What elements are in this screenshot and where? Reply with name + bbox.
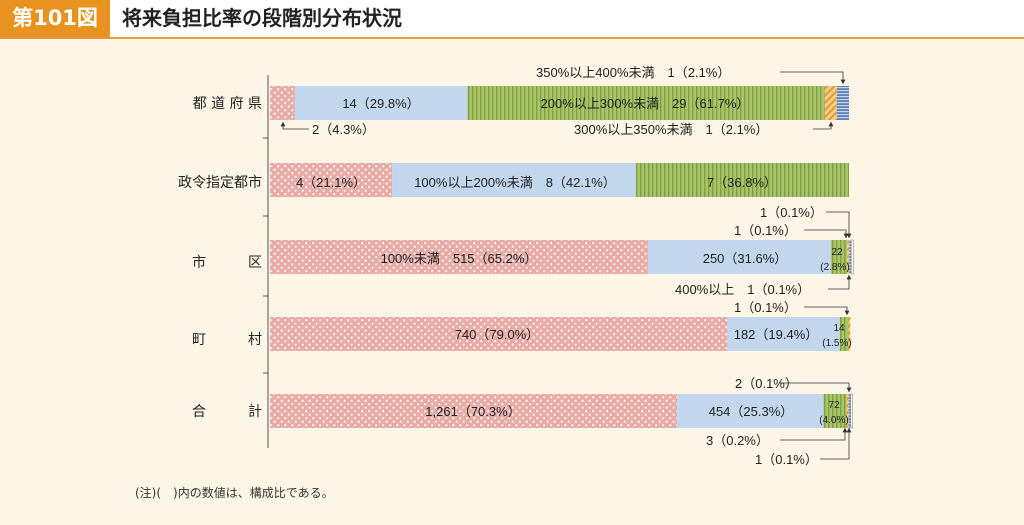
label-total-green-pct: (4.0%) — [819, 415, 848, 426]
header-divider — [0, 37, 1024, 39]
footnote: (注)( )内の数値は、構成比である。 — [135, 486, 334, 500]
category-label: 市 区 — [192, 254, 262, 271]
bar-segment — [848, 317, 851, 351]
label-total-pink: 1,261（70.3%） — [425, 404, 520, 419]
label-town-pink: 740（79.0%） — [455, 327, 540, 342]
label-town-blue: 182（19.4%） — [734, 327, 819, 342]
bar-segment — [677, 394, 824, 428]
label-city-blue: 100%以上200%未満 8（42.1%） — [414, 175, 616, 190]
figure-header: 第101図 将来負担比率の段階別分布状況 — [0, 0, 1024, 38]
label-ward-pink: 100%未満 515（65.2%） — [381, 251, 538, 266]
label-total-below2: 1（0.1%） — [755, 452, 818, 467]
label-town-green-pct: (1.5%) — [822, 338, 851, 349]
figure-number: 第101図 — [0, 0, 110, 37]
label-ward-green-pct: (2.8%) — [820, 262, 849, 273]
label-ward-blue: 250（31.6%） — [703, 251, 788, 266]
figure-title: 将来負担比率の段階別分布状況 — [122, 6, 402, 30]
bar-segment — [727, 317, 840, 351]
bar-segment — [270, 394, 678, 428]
bar-segment — [270, 163, 393, 197]
bar-segment — [294, 86, 468, 120]
bar-segment — [270, 86, 295, 120]
label-pref-green: 200%以上300%未満 29（61.7%） — [541, 96, 750, 111]
label-total-below1: 3（0.2%） — [706, 433, 769, 448]
label-pref-orange: 300%以上350%未満 1（2.1%） — [574, 122, 768, 137]
bar-segment — [849, 240, 852, 274]
bar-segment — [847, 240, 850, 274]
bar-segment — [270, 240, 648, 274]
bar-segment — [647, 240, 832, 274]
label-ward-top2: 1（0.1%） — [734, 223, 797, 238]
category-label: 町 村 — [192, 332, 262, 348]
bar-segment — [848, 394, 851, 428]
label-city-pink: 4（21.1%） — [296, 175, 366, 190]
category-label: 政令指定都市 — [178, 174, 262, 191]
bar-segment — [836, 86, 849, 120]
label-total-green: 72 — [828, 400, 840, 411]
bar-segment — [467, 86, 825, 120]
label-pref-blue: 14（29.8%） — [342, 96, 419, 111]
bar-segment — [270, 317, 728, 351]
bar-segment — [824, 86, 837, 120]
label-town-top: 1（0.1%） — [734, 300, 797, 315]
bar-segment — [850, 239, 854, 275]
label-ward-top1: 1（0.1%） — [760, 205, 823, 220]
label-city-green: 7（36.8%） — [707, 175, 777, 190]
bar-segment — [850, 393, 853, 429]
category-label: 都 道 府 県 — [193, 96, 262, 112]
label-pref-pink: 2（4.3%） — [312, 122, 375, 137]
bar-segment — [823, 394, 847, 428]
label-town-green: 14 — [833, 323, 845, 334]
bar-segment — [846, 394, 849, 428]
bar-segment — [831, 240, 848, 274]
bar-segment — [392, 163, 636, 197]
label-ward-below: 400%以上 1（0.1%） — [675, 282, 810, 297]
bars-layer — [270, 86, 854, 429]
bar-segment — [635, 163, 849, 197]
label-pref-top: 350%以上400%未満 1（2.1%） — [536, 65, 730, 80]
label-total-blue: 454（25.3%） — [709, 404, 794, 419]
bar-segment — [839, 317, 849, 351]
label-ward-green: 22 — [831, 247, 843, 258]
label-total-top: 2（0.1%） — [735, 376, 798, 391]
category-label: 合 計 — [192, 404, 262, 420]
